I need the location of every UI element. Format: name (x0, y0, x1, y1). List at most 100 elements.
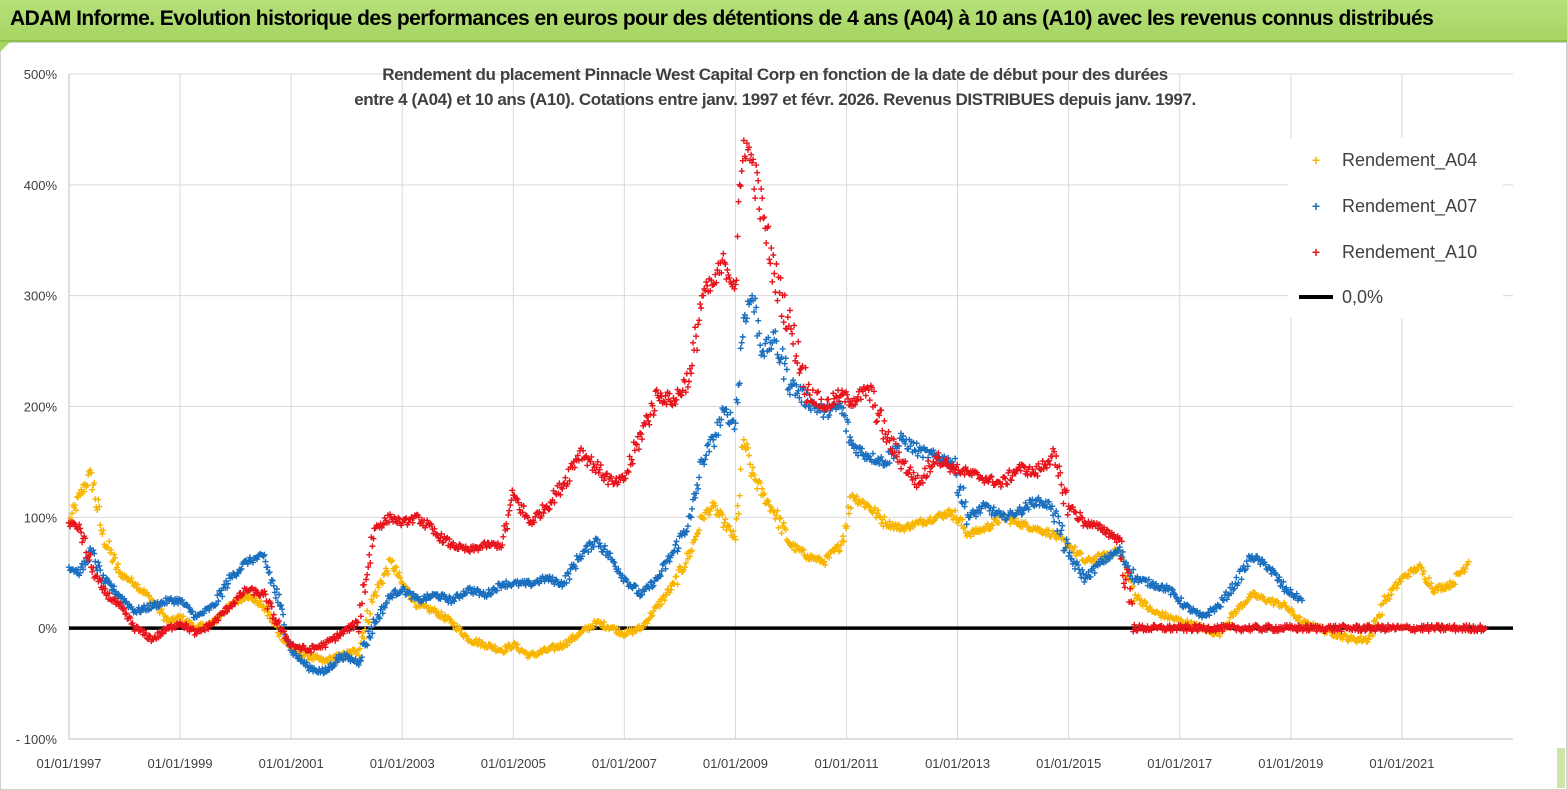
data-point-a04 (967, 533, 974, 540)
data-point-a10 (913, 484, 920, 491)
data-point-a04 (637, 626, 644, 633)
data-point-a04 (748, 472, 755, 479)
data-point-a07 (639, 591, 646, 598)
data-point-a07 (795, 387, 802, 394)
data-point-a04 (1230, 613, 1237, 620)
data-point-a10 (708, 277, 715, 284)
data-point-a10 (881, 417, 888, 424)
data-point-a04 (369, 598, 376, 605)
data-point-a07 (858, 445, 865, 452)
data-point-a04 (1370, 618, 1377, 625)
chart-title-line-1: Rendement du placement Pinnacle West Cap… (382, 65, 1168, 84)
data-point-a10 (134, 624, 141, 631)
data-point-a07 (683, 528, 690, 535)
data-point-a10 (571, 464, 578, 471)
data-point-a04 (980, 525, 987, 532)
data-point-a10 (679, 387, 686, 394)
x-tick-label: 01/01/2015 (1036, 756, 1101, 771)
data-point-a07 (276, 602, 284, 610)
data-point-a04 (541, 644, 548, 651)
data-point-a10 (1131, 621, 1138, 628)
data-point-a10 (914, 472, 921, 479)
data-point-a10 (285, 636, 292, 643)
data-point-a07 (1220, 597, 1227, 604)
data-point-a10 (632, 440, 639, 447)
data-point-a07 (1074, 559, 1081, 566)
data-point-a04 (1364, 638, 1371, 645)
data-point-a04 (1246, 591, 1253, 598)
data-point-a10 (514, 496, 521, 503)
data-point-a07 (1130, 566, 1137, 573)
data-point-a10 (975, 471, 982, 478)
data-point-a10 (580, 447, 587, 454)
data-point-a04 (112, 554, 119, 561)
data-point-a10 (475, 547, 482, 554)
data-point-a07 (1047, 506, 1054, 513)
data-point-a07 (549, 574, 556, 581)
data-point-a10 (428, 521, 435, 528)
data-point-a04 (1418, 564, 1425, 571)
data-point-a10 (123, 610, 130, 617)
data-point-a07 (163, 600, 170, 607)
data-point-a10 (111, 597, 118, 604)
data-point-a07 (376, 615, 383, 622)
data-point-a04 (640, 624, 647, 631)
data-point-a10 (780, 319, 787, 326)
data-point-a10 (162, 627, 169, 634)
data-point-a07 (103, 575, 110, 582)
data-point-a10 (755, 177, 762, 184)
data-point-a07 (1013, 511, 1020, 518)
data-point-a07 (436, 594, 443, 601)
data-point-a07 (1058, 527, 1065, 534)
data-point-a10 (884, 434, 891, 441)
legend-label-zero: 0,0% (1342, 286, 1384, 307)
data-point-a10 (767, 260, 774, 267)
data-point-a07 (646, 585, 653, 592)
data-point-a07 (778, 354, 785, 361)
data-point-a07 (1122, 559, 1129, 566)
data-point-a07 (1062, 544, 1069, 551)
data-point-a04 (1343, 633, 1350, 640)
data-point-a07 (715, 432, 722, 439)
data-point-a07 (689, 505, 696, 512)
data-point-a10 (704, 282, 711, 289)
data-point-a07 (1147, 582, 1154, 589)
data-point-a10 (650, 411, 657, 418)
data-point-a10 (503, 520, 510, 527)
data-point-a04 (1071, 543, 1078, 550)
data-point-a07 (914, 452, 921, 459)
data-point-a07 (890, 455, 897, 462)
data-point-a07 (440, 592, 447, 599)
data-point-a07 (873, 459, 880, 466)
data-point-a10 (531, 519, 538, 526)
data-point-a04 (981, 527, 988, 534)
data-point-a10 (1219, 628, 1226, 635)
legend-marker-a04: + (1311, 152, 1321, 168)
data-point-a07 (1035, 494, 1042, 501)
data-point-a04 (676, 563, 683, 570)
data-point-a04 (721, 519, 728, 527)
data-point-a04 (146, 592, 153, 599)
data-point-a07 (303, 659, 310, 666)
data-point-a07 (658, 567, 665, 574)
data-point-a07 (1280, 578, 1287, 585)
data-point-a07 (632, 583, 639, 590)
data-point-a07 (1029, 496, 1036, 503)
data-point-a04 (259, 604, 266, 611)
data-point-a10 (1047, 453, 1054, 460)
x-tick-label: 01/01/2011 (814, 756, 878, 771)
data-point-a10 (722, 261, 729, 268)
data-point-a10 (536, 509, 543, 516)
data-point-a04 (1369, 632, 1376, 639)
data-point-a10 (106, 590, 113, 597)
data-point-a10 (595, 469, 602, 476)
data-point-a10 (754, 169, 761, 176)
data-point-a10 (365, 564, 372, 571)
data-point-a07 (1096, 561, 1103, 568)
data-point-a10 (159, 630, 166, 637)
data-point-a10 (590, 461, 597, 468)
data-point-a10 (639, 436, 646, 443)
data-point-a04 (130, 582, 137, 589)
data-point-a10 (996, 479, 1003, 486)
series-a10 (65, 137, 1489, 656)
